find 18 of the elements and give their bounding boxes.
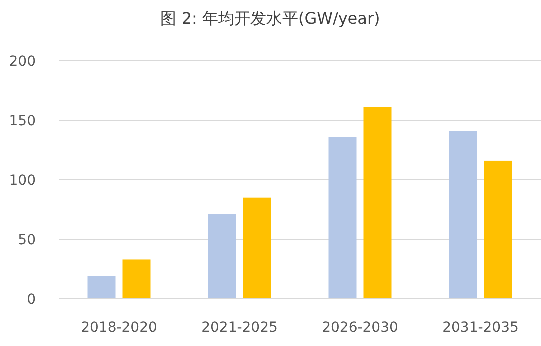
title: 图 2: 年均开发水平(GW/year)	[160, 9, 380, 28]
y-tick-label: 0	[27, 292, 36, 308]
bar	[328, 137, 357, 299]
y-tick-label: 100	[9, 173, 36, 189]
bar	[208, 214, 236, 299]
bar	[88, 276, 116, 299]
y-tick-label: 200	[9, 54, 36, 70]
x-tick-label: 2031-2035	[442, 320, 519, 336]
bar	[122, 260, 151, 299]
x-tick-label: 2018-2020	[81, 320, 158, 336]
bar	[364, 107, 392, 299]
x-tick-label: 2021-2025	[202, 320, 278, 336]
y-tick-label: 50	[18, 232, 36, 248]
bar	[484, 160, 512, 299]
x-tick-label: 2026-2030	[322, 320, 398, 336]
y-tick-label: 150	[9, 114, 36, 130]
bar	[243, 198, 272, 299]
bar	[449, 131, 478, 299]
